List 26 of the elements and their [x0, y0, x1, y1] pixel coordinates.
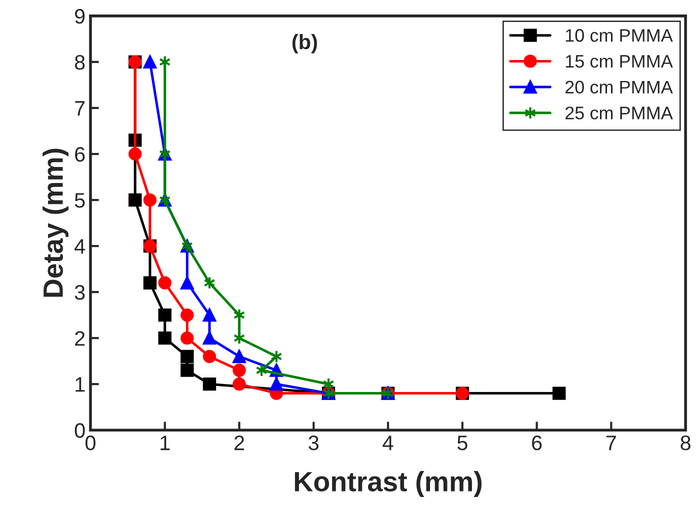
y-tick-label: 0 — [74, 423, 85, 438]
x-tick-label: 0 — [86, 436, 96, 450]
x-tick-label: 2 — [234, 436, 244, 450]
x-tick-label: 3 — [308, 436, 319, 450]
y-tick-label: 9 — [75, 8, 85, 24]
y-tick-label: 2 — [75, 331, 85, 346]
y-tick-label: 8 — [74, 54, 85, 70]
y-axis-title: Detay (mm) — [42, 148, 68, 297]
y-tick-label: 4 — [74, 239, 86, 254]
y-tick-label: 1 — [76, 377, 85, 392]
x-tick-label: 1 — [160, 436, 170, 450]
annotation: (b) — [292, 34, 317, 54]
legend-label: 20 cm PMMA — [565, 80, 673, 94]
x-axis-title: Kontrast (mm) — [294, 471, 482, 497]
x-tick-label: 8 — [680, 436, 690, 450]
x-tick-label: 6 — [532, 436, 542, 450]
y-tick-label: 3 — [74, 285, 85, 300]
y-tick-label: 5 — [74, 193, 85, 208]
legend-label: 15 cm PMMA — [566, 55, 673, 68]
y-tick-label: 7 — [75, 101, 85, 116]
legend-label: 10 cm PMMA — [566, 29, 673, 42]
x-tick-label: 5 — [457, 436, 468, 450]
x-tick-label: 7 — [606, 436, 616, 450]
y-tick-label: 6 — [75, 146, 85, 162]
legend-label: 25 cm PMMA — [565, 106, 673, 120]
x-tick-label: 4 — [382, 436, 394, 450]
